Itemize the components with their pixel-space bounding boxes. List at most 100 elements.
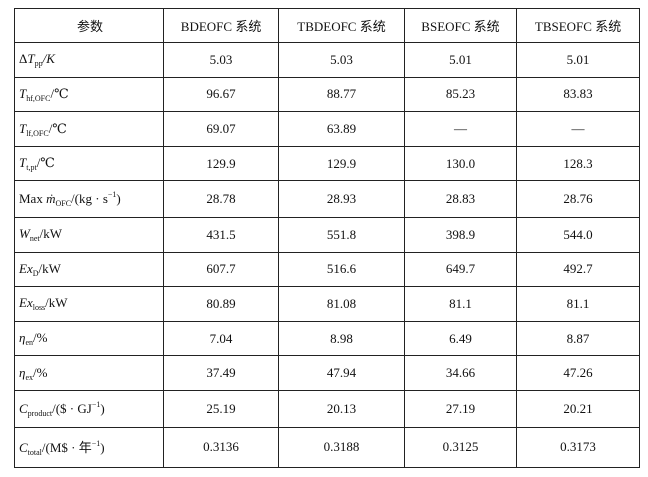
label-part: /($ · GJ [52, 400, 92, 416]
value-cell: 83.83 [516, 76, 640, 113]
value-cell: 5.01 [516, 42, 640, 78]
value-cell: 28.78 [162, 180, 280, 218]
label-part: total [27, 448, 42, 458]
row-label: Cproduct/($ · GJ−1) [14, 390, 164, 428]
table-row: Wnet/kW 431.5 551.8 398.9 544.0 [14, 216, 640, 253]
value-cell: 81.08 [278, 286, 405, 322]
label-part: ex [25, 372, 34, 382]
label-part: ṁ [46, 191, 56, 207]
header-row: 参数 BDEOFC 系统 TBDEOFC 系统 BSEOFC 系统 TBSEOFC 系统 [14, 8, 640, 43]
row-label: Ctotal/(M$ · 年−1) [14, 426, 164, 469]
label-part: net [29, 234, 40, 244]
label-part: η [19, 330, 26, 346]
value-cell: 5.03 [162, 42, 280, 78]
value-cell: 128.3 [516, 145, 640, 182]
label-part: /(M$ · 年 [41, 440, 92, 456]
label-part: T [19, 120, 27, 136]
label-part: en [25, 338, 34, 348]
label-part: /(kg · s [71, 191, 108, 207]
value-cell: — [516, 111, 640, 147]
value-cell: 20.13 [278, 390, 405, 428]
value-cell: 47.26 [516, 355, 640, 392]
value-cell: 20.21 [516, 390, 640, 428]
header-cell: BDEOFC 系统 [162, 8, 280, 43]
row-label: Exloss/kW [14, 286, 164, 322]
header-cell: 参数 [14, 8, 164, 43]
row-label: ΔTpp/K [14, 42, 164, 78]
value-cell: 0.3125 [403, 426, 518, 469]
label-part: C [19, 440, 28, 456]
label-part: lf,OFC [26, 128, 49, 138]
value-cell: 516.6 [278, 251, 405, 288]
row-label: Tt,pt/℃ [14, 145, 164, 182]
value-cell: 96.67 [162, 76, 280, 113]
label-part: pp [34, 59, 43, 69]
label-part: Max [19, 191, 47, 207]
value-cell: 551.8 [278, 216, 405, 253]
table-head: 参数 BDEOFC 系统 TBDEOFC 系统 BSEOFC 系统 TBSEOFC 系统 [14, 8, 640, 43]
label-part: D [32, 268, 39, 278]
label-part: T [19, 85, 27, 101]
table-row: Thf,OFC/℃ 96.67 88.77 85.23 83.83 [14, 76, 640, 113]
label-part: Ex [19, 295, 33, 311]
value-cell: 34.66 [403, 355, 518, 392]
label-part: −1 [107, 190, 117, 200]
label-part: t,pt [26, 163, 37, 173]
table-row: ExD/kW 607.7 516.6 649.7 492.7 [14, 251, 640, 288]
label-part: Δ [19, 51, 28, 67]
label-part: OFC [55, 199, 72, 209]
label-part: −1 [91, 399, 101, 409]
label-part: loss [32, 303, 46, 313]
value-cell: 5.01 [403, 42, 518, 78]
label-part: T [19, 155, 27, 171]
label-part: T [27, 51, 35, 67]
value-cell: 81.1 [403, 286, 518, 322]
label-part: /K [42, 51, 55, 67]
value-cell: 28.76 [516, 180, 640, 218]
value-cell: 0.3188 [278, 426, 405, 469]
table-row: Ctotal/(M$ · 年−1) 0.3136 0.3188 0.3125 0.317… [14, 426, 640, 469]
row-label: Wnet/kW [14, 216, 164, 253]
value-cell: 0.3173 [516, 426, 640, 469]
data-table: 参数 BDEOFC 系统 TBDEOFC 系统 BSEOFC 系统 TBSEOFC 系统… [14, 8, 640, 469]
value-cell: 63.89 [278, 111, 405, 147]
label-part: /kW [45, 295, 68, 311]
value-cell: 129.9 [162, 145, 280, 182]
value-cell: 6.49 [403, 320, 518, 357]
table-row: Max ṁOFC/(kg · s−1) 28.78 28.93 28.83 28.76 [14, 180, 640, 218]
label-part: /℃ [36, 155, 55, 171]
label-part: /℃ [48, 120, 67, 136]
label-part: ) [100, 400, 105, 416]
header-cell: BSEOFC 系统 [403, 8, 518, 43]
value-cell: 37.49 [162, 355, 280, 392]
value-cell: 85.23 [403, 76, 518, 113]
value-cell: — [403, 111, 518, 147]
label-part: product [27, 408, 53, 418]
value-cell: 81.1 [516, 286, 640, 322]
row-label: ηen/% [14, 320, 164, 357]
value-cell: 8.87 [516, 320, 640, 357]
value-cell: 28.83 [403, 180, 518, 218]
label-part: hf,OFC [26, 93, 51, 103]
table-row: ηen/% 7.04 8.98 6.49 8.87 [14, 320, 640, 357]
value-cell: 5.03 [278, 42, 405, 78]
value-cell: 27.19 [403, 390, 518, 428]
table-row: Exloss/kW 80.89 81.08 81.1 81.1 [14, 286, 640, 322]
table-row: ΔTpp/K 5.03 5.03 5.01 5.01 [14, 42, 640, 78]
label-part: /kW [38, 260, 61, 276]
row-label: Thf,OFC/℃ [14, 76, 164, 113]
label-part: η [19, 364, 26, 380]
table-body: ΔTpp/K 5.03 5.03 5.01 5.01 Thf,OFC/℃ 96.67 88.7… [14, 42, 640, 469]
table-row: ηex/% 37.49 47.94 34.66 47.26 [14, 355, 640, 392]
value-cell: 80.89 [162, 286, 280, 322]
row-label: ExD/kW [14, 251, 164, 288]
label-part: /kW [39, 226, 63, 242]
row-label: Max ṁOFC/(kg · s−1) [14, 180, 164, 218]
value-cell: 69.07 [162, 111, 280, 147]
label-part: /% [33, 364, 48, 380]
value-cell: 607.7 [162, 251, 280, 288]
value-cell: 88.77 [278, 76, 405, 113]
row-label: ηex/% [14, 355, 164, 392]
value-cell: 8.98 [278, 320, 405, 357]
